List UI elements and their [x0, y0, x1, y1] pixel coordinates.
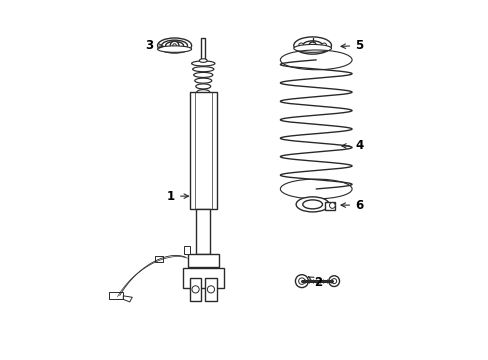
Circle shape [329, 203, 335, 208]
Bar [183, 246, 189, 253]
Ellipse shape [191, 61, 214, 66]
Ellipse shape [302, 200, 322, 209]
Bar [189, 92, 216, 209]
Circle shape [172, 44, 176, 47]
Circle shape [207, 286, 214, 293]
Ellipse shape [194, 78, 211, 83]
Bar [189, 278, 201, 301]
Bar [324, 202, 334, 210]
Ellipse shape [193, 72, 212, 77]
Circle shape [308, 42, 316, 49]
Ellipse shape [162, 40, 187, 51]
Bar [182, 268, 224, 288]
Text: 6: 6 [340, 199, 363, 212]
Ellipse shape [296, 197, 328, 212]
Text: 3: 3 [145, 39, 163, 52]
Bar [187, 253, 218, 267]
Bar [196, 209, 210, 253]
Ellipse shape [197, 90, 209, 95]
Ellipse shape [302, 41, 322, 50]
Ellipse shape [199, 59, 207, 62]
Text: 4: 4 [341, 139, 363, 152]
Ellipse shape [293, 37, 331, 54]
Bar [109, 292, 122, 300]
Circle shape [170, 41, 179, 50]
Circle shape [295, 275, 308, 288]
Text: 2: 2 [308, 276, 322, 289]
Bar [155, 256, 163, 262]
Circle shape [321, 43, 326, 48]
Circle shape [328, 276, 339, 287]
Circle shape [298, 278, 305, 284]
Circle shape [331, 279, 336, 284]
Text: 1: 1 [166, 190, 188, 203]
Ellipse shape [195, 84, 210, 89]
Ellipse shape [192, 67, 213, 72]
Circle shape [298, 43, 303, 48]
Ellipse shape [157, 38, 191, 53]
Bar [201, 39, 205, 63]
Ellipse shape [293, 44, 331, 52]
Ellipse shape [165, 41, 183, 49]
Ellipse shape [157, 46, 191, 52]
Circle shape [192, 286, 199, 293]
Bar [204, 278, 217, 301]
Text: 5: 5 [340, 39, 363, 52]
